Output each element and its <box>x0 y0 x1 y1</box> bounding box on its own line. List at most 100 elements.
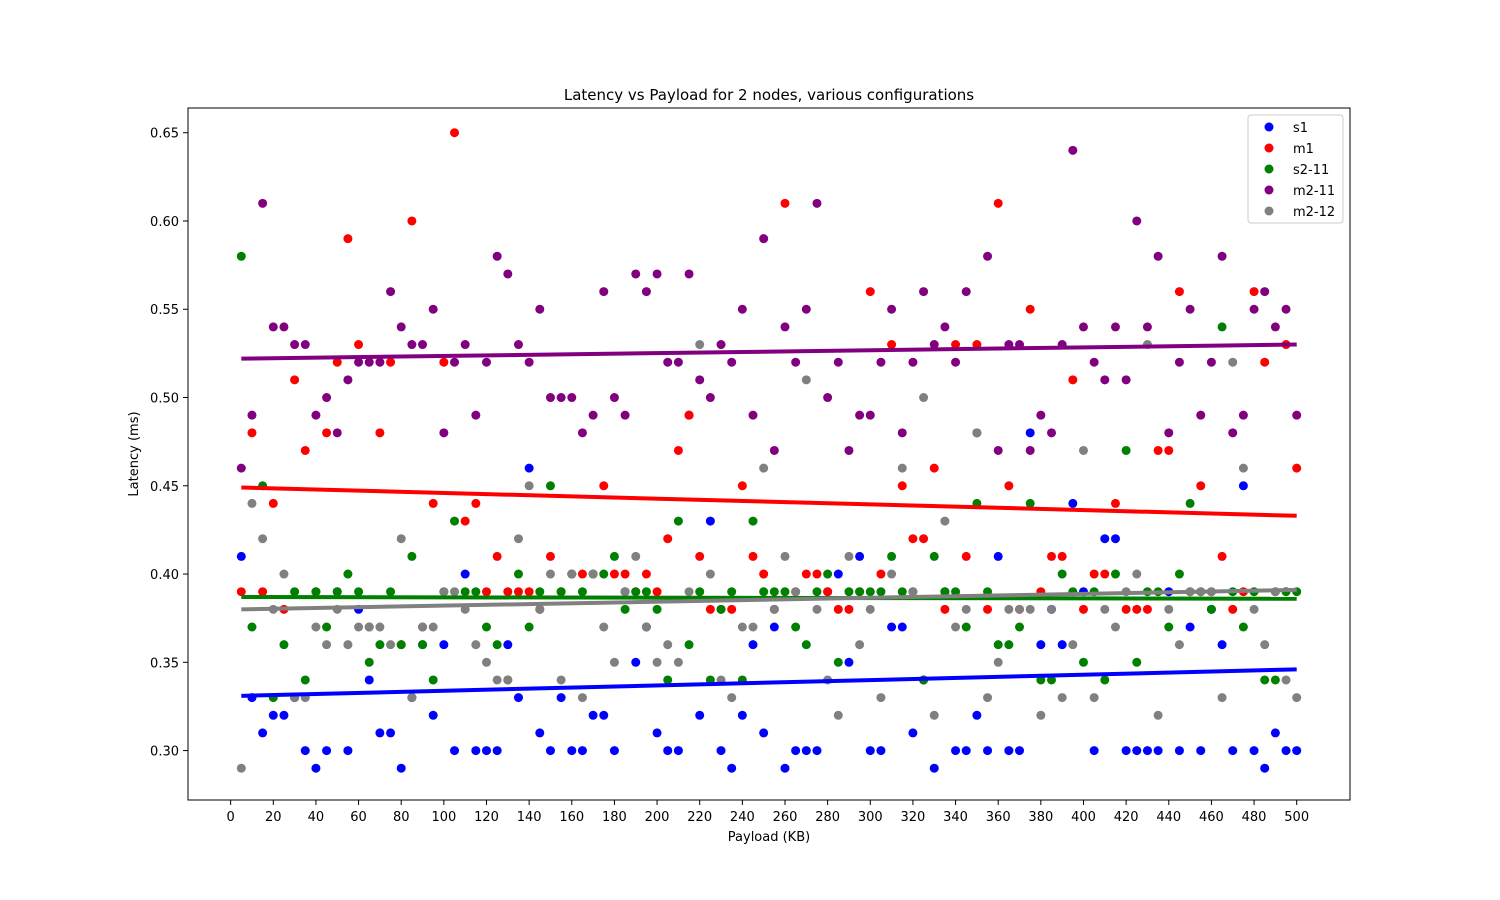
data-point-m2-11 <box>1206 357 1216 367</box>
data-point-m2-11 <box>1142 322 1152 332</box>
data-point-m2-11 <box>577 428 587 438</box>
data-point-m2-11 <box>663 357 673 367</box>
data-point-m2-11 <box>1196 410 1206 420</box>
data-point-s1 <box>748 640 758 650</box>
data-point-m2-11 <box>737 304 747 314</box>
data-point-s2-11 <box>631 587 641 597</box>
data-point-m2-11 <box>588 410 598 420</box>
data-point-s1 <box>1036 640 1046 650</box>
data-point-m2-11 <box>940 322 950 332</box>
data-point-m2-11 <box>1292 410 1302 420</box>
data-point-s2-11 <box>641 587 651 597</box>
data-point-m2-11 <box>716 340 726 350</box>
data-point-m2-11 <box>695 375 705 385</box>
data-point-m2-12 <box>1057 693 1067 703</box>
data-point-m1 <box>983 604 993 614</box>
data-point-s1 <box>1132 746 1142 756</box>
data-point-m1 <box>1153 445 1163 455</box>
data-point-m2-12 <box>1132 569 1142 579</box>
data-point-m1 <box>428 498 438 508</box>
data-point-m2-11 <box>812 198 822 208</box>
data-point-m1 <box>439 357 449 367</box>
data-point-m2-12 <box>1292 693 1302 703</box>
plot-frame <box>187 107 1351 801</box>
data-point-m2-11 <box>492 251 502 261</box>
data-point-s2-11 <box>1100 675 1110 685</box>
data-point-s2-11 <box>577 587 587 597</box>
data-point-m2-12 <box>599 622 609 632</box>
data-point-s2-11 <box>812 587 822 597</box>
data-point-s1 <box>311 763 321 773</box>
data-point-m1 <box>1121 604 1131 614</box>
data-point-m2-12 <box>492 675 502 685</box>
data-point-m2-12 <box>673 657 683 667</box>
data-point-m1 <box>290 375 300 385</box>
data-point-s1 <box>375 728 385 738</box>
trend-line-m1 <box>241 485 1297 518</box>
data-point-s1 <box>1270 728 1280 738</box>
data-point-m2-12 <box>1015 604 1025 614</box>
data-point-m2-11 <box>1249 304 1259 314</box>
data-point-m2-11 <box>844 445 854 455</box>
data-point-m1 <box>908 534 918 544</box>
data-point-m2-11 <box>641 287 651 297</box>
data-point-m2-12 <box>737 622 747 632</box>
data-point-m1 <box>695 551 705 561</box>
data-point-m2-11 <box>439 428 449 438</box>
data-point-s1 <box>844 657 854 667</box>
data-point-s1 <box>1068 498 1078 508</box>
data-point-m2-12 <box>503 675 513 685</box>
data-point-m2-11 <box>290 340 300 350</box>
data-point-s2-11 <box>780 587 790 597</box>
data-point-s1 <box>663 746 673 756</box>
data-point-s2-11 <box>1164 622 1174 632</box>
data-point-s1 <box>1153 746 1163 756</box>
data-point-s1 <box>1142 746 1152 756</box>
data-point-m2-11 <box>801 304 811 314</box>
data-point-m1 <box>951 340 961 350</box>
data-point-s1 <box>513 693 523 703</box>
data-point-s1 <box>481 746 491 756</box>
data-point-m2-12 <box>759 463 769 473</box>
data-point-s1 <box>673 746 683 756</box>
data-point-s1 <box>577 746 587 756</box>
data-point-m2-12 <box>983 693 993 703</box>
data-point-m1 <box>1047 551 1057 561</box>
data-point-m1 <box>545 551 555 561</box>
x-tick-label: 160 <box>559 810 584 825</box>
legend-marker-m1 <box>1264 143 1274 153</box>
data-point-m2-12 <box>513 534 523 544</box>
data-point-m2-11 <box>513 340 523 350</box>
data-point-m1 <box>343 234 353 244</box>
data-point-m2-11 <box>1238 410 1248 420</box>
data-point-m1 <box>1089 569 1099 579</box>
data-point-s1 <box>876 746 886 756</box>
data-point-m2-12 <box>1089 693 1099 703</box>
data-point-s1 <box>1121 746 1131 756</box>
data-point-m2-12 <box>1238 463 1248 473</box>
data-point-m2-11 <box>1025 445 1035 455</box>
legend: s1 m1 s2-11 m2-11 m2-12 <box>1247 114 1344 224</box>
data-point-m1 <box>407 216 417 226</box>
data-point-m2-12 <box>1164 604 1174 614</box>
data-point-m2-11 <box>258 198 268 208</box>
data-point-s2-11 <box>1174 569 1184 579</box>
data-point-m1 <box>1057 551 1067 561</box>
data-point-s2-11 <box>791 622 801 632</box>
data-point-m2-12 <box>727 693 737 703</box>
data-point-s1 <box>727 763 737 773</box>
y-tick-label: 0.30 <box>150 745 179 760</box>
data-point-m1 <box>386 357 396 367</box>
data-point-m2-12 <box>855 640 865 650</box>
plot-points <box>236 128 1302 773</box>
data-point-m2-11 <box>386 287 396 297</box>
data-point-m2-11 <box>919 287 929 297</box>
y-tick-label: 0.45 <box>150 480 179 495</box>
x-tick-label: 140 <box>517 810 542 825</box>
data-point-s2-11 <box>1057 569 1067 579</box>
data-point-m2-12 <box>684 587 694 597</box>
data-point-m2-11 <box>1132 216 1142 226</box>
data-point-m2-12 <box>418 622 428 632</box>
data-point-s1 <box>1260 763 1270 773</box>
data-point-m2-12 <box>940 516 950 526</box>
